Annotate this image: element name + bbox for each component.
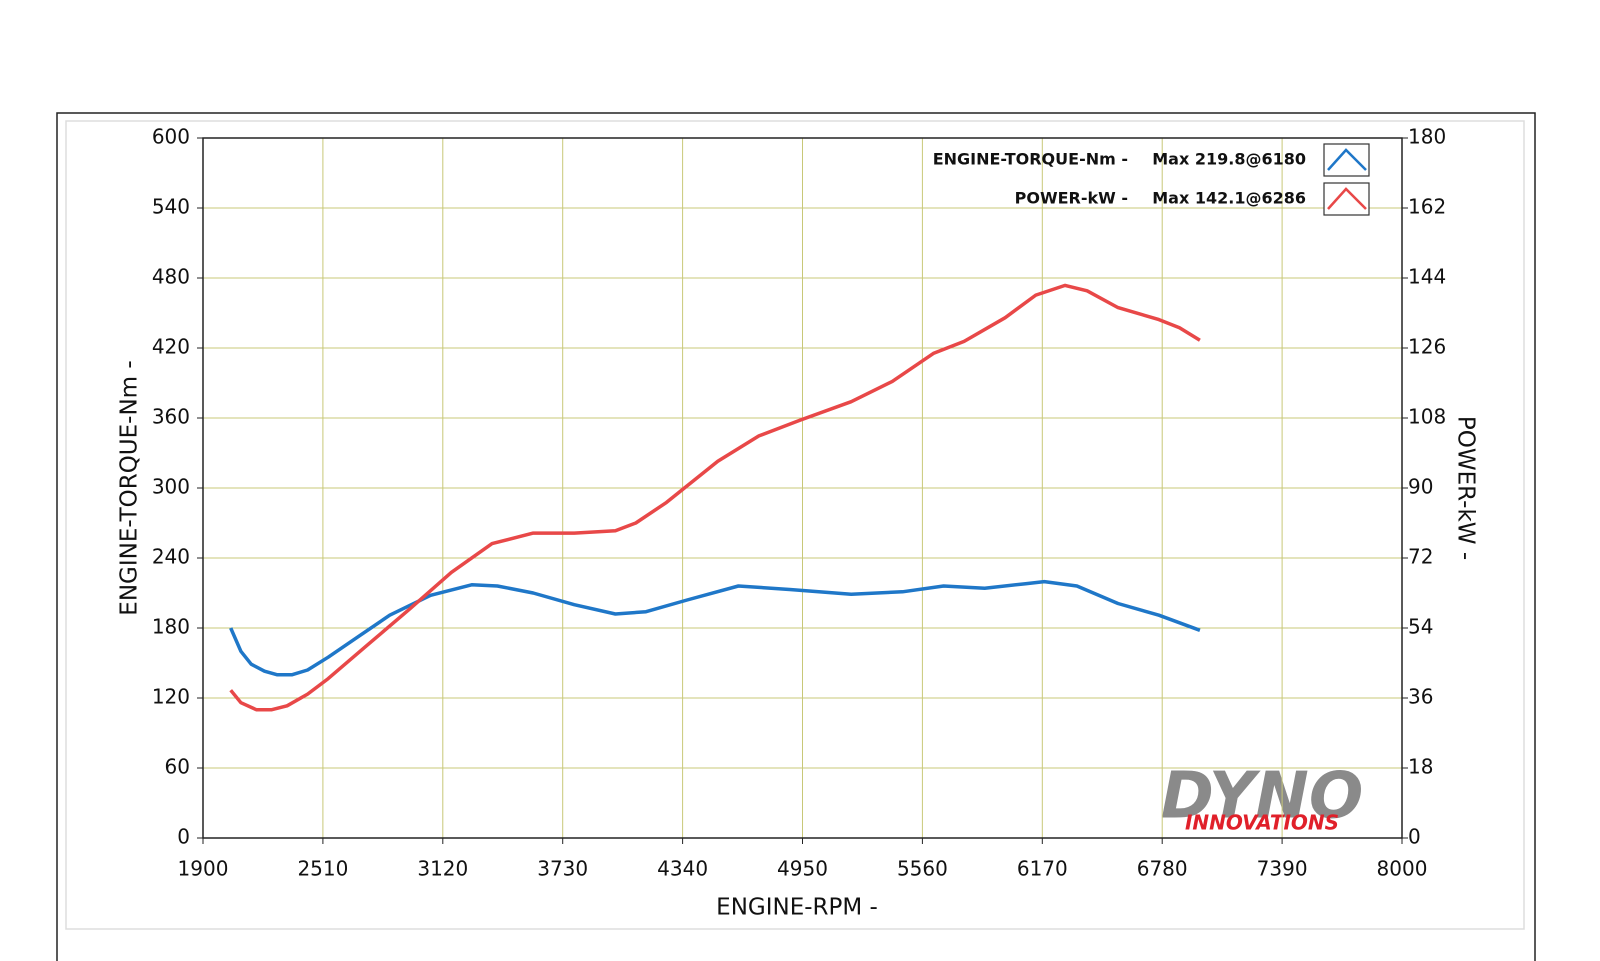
series-line xyxy=(229,283,1201,712)
y-tick-label: 540 xyxy=(152,195,190,219)
legend-max: Max 142.1@6286 xyxy=(1152,189,1306,208)
y2-tick-label: 90 xyxy=(1408,475,1433,499)
x-tick-label: 2510 xyxy=(297,857,348,881)
y-tick-label: 120 xyxy=(152,685,190,709)
x-tick-label: 1900 xyxy=(178,857,229,881)
y2-tick-label: 72 xyxy=(1408,545,1433,569)
legend-swatch xyxy=(1327,187,1367,210)
legend-item: POWER-kW - Max 142.1@6286 xyxy=(1015,182,1370,216)
x-axis-title: ENGINE-RPM - xyxy=(716,895,878,921)
y2-tick-label: 18 xyxy=(1408,755,1433,779)
x-tick-label: 5560 xyxy=(897,857,948,881)
x-tick-label: 6780 xyxy=(1137,857,1188,881)
y2-tick-label: 162 xyxy=(1408,195,1446,219)
legend-item: ENGINE-TORQUE-Nm - Max 219.8@6180 xyxy=(933,143,1370,177)
logo-bottom: INNOVATIONS xyxy=(1185,811,1339,835)
y-tick-label: 300 xyxy=(152,475,190,499)
y2-tick-label: 144 xyxy=(1408,265,1446,289)
legend-max: Max 219.8@6180 xyxy=(1152,150,1306,169)
y-tick-label: 600 xyxy=(152,125,190,149)
series-line xyxy=(229,579,1201,677)
logo: DYNO INNOVATIONS xyxy=(1161,760,1363,835)
y-tick-label: 60 xyxy=(165,755,190,779)
inner-frame xyxy=(65,120,1525,930)
y2-tick-label: 54 xyxy=(1408,615,1433,639)
y2-tick-label: 126 xyxy=(1408,335,1446,359)
y2-tick-label: 180 xyxy=(1408,125,1446,149)
x-tick-label: 6170 xyxy=(1017,857,1068,881)
y-tick-label: 480 xyxy=(152,265,190,289)
x-tick-label: 7390 xyxy=(1257,857,1308,881)
x-tick-label: 8000 xyxy=(1377,857,1428,881)
y2-tick-label: 36 xyxy=(1408,685,1433,709)
x-tick-label: 3730 xyxy=(537,857,588,881)
x-tick-label: 3120 xyxy=(417,857,468,881)
legend-label: POWER-kW - xyxy=(1015,189,1128,208)
y-tick-label: 360 xyxy=(152,405,190,429)
y-axis-title: ENGINE-TORQUE-Nm - xyxy=(117,360,143,615)
x-tick-label: 4950 xyxy=(777,857,828,881)
x-tick-label: 4340 xyxy=(657,857,708,881)
logo-top: DYNO xyxy=(1161,760,1363,834)
legend-label: ENGINE-TORQUE-Nm - xyxy=(933,150,1128,169)
outer-frame xyxy=(56,112,1536,961)
y-tick-label: 420 xyxy=(152,335,190,359)
y2-tick-label: 108 xyxy=(1408,405,1446,429)
plot-frame xyxy=(202,137,1403,839)
y-tick-label: 0 xyxy=(177,825,190,849)
y-tick-label: 240 xyxy=(152,545,190,569)
y2-axis-title: POWER-kW - xyxy=(1453,416,1479,560)
y2-tick-label: 0 xyxy=(1408,825,1421,849)
legend-swatch xyxy=(1327,148,1367,171)
y-tick-label: 180 xyxy=(152,615,190,639)
